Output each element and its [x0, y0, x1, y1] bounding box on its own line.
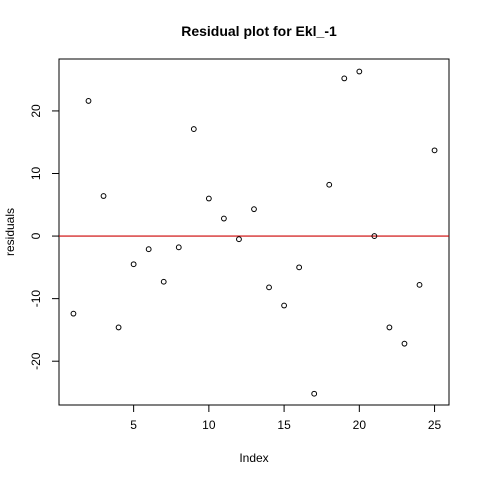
x-tick-label: 5	[130, 418, 137, 432]
data-point	[251, 206, 257, 213]
data-point	[175, 244, 182, 251]
x-axis-label: Index	[239, 451, 268, 465]
x-tick-label: 15	[277, 418, 291, 432]
y-axis-label: residuals	[3, 208, 17, 256]
data-point	[311, 390, 318, 397]
x-tick-label: 20	[353, 418, 367, 432]
data-point	[341, 75, 348, 82]
data-point	[326, 181, 333, 188]
data-point	[145, 246, 152, 253]
y-tick-label: -10	[29, 290, 43, 308]
data-point	[160, 278, 167, 285]
y-axis: -20 -10 0 10 20	[29, 104, 59, 370]
data-points	[70, 68, 438, 397]
data-point	[371, 233, 378, 239]
data-point	[296, 264, 303, 271]
data-point	[386, 324, 393, 331]
data-point	[281, 302, 287, 309]
data-point	[85, 98, 92, 104]
x-axis: 5 10 15 20 25	[130, 405, 442, 432]
chart-title: Residual plot for Ekl_-1	[181, 23, 337, 39]
data-point	[100, 193, 107, 199]
data-point	[115, 324, 122, 331]
data-point	[236, 236, 242, 243]
data-point	[356, 68, 363, 75]
y-tick-label: 10	[29, 167, 43, 181]
plot-frame	[58, 58, 450, 406]
data-point	[431, 147, 438, 154]
x-tick-label: 25	[428, 418, 442, 432]
data-point	[130, 261, 137, 268]
x-tick-label: 10	[202, 418, 216, 432]
y-tick-label: -20	[29, 352, 43, 370]
data-point	[266, 284, 272, 291]
data-point	[221, 215, 227, 222]
data-point	[205, 195, 212, 202]
y-tick-label: 0	[29, 232, 43, 239]
data-point	[190, 126, 197, 132]
data-point	[416, 281, 423, 288]
data-point	[70, 310, 77, 317]
data-point	[401, 340, 408, 347]
y-tick-label: 20	[29, 104, 43, 118]
